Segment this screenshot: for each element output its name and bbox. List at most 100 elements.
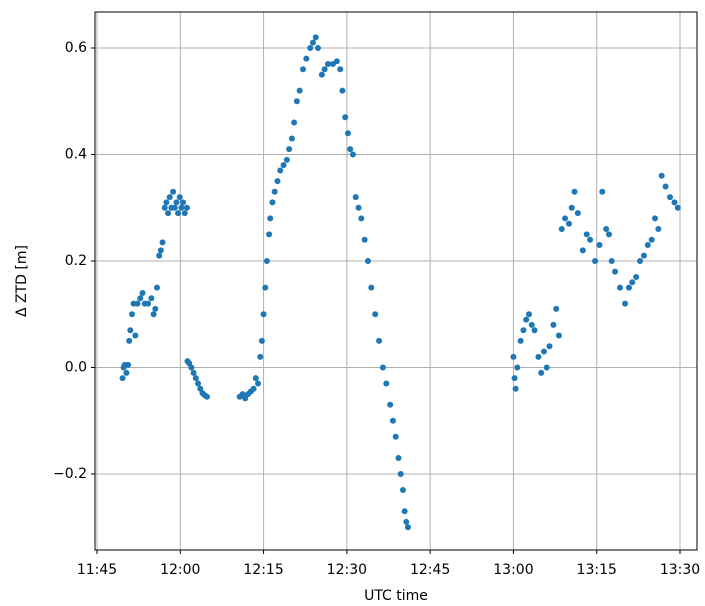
data-point <box>644 242 651 249</box>
data-point <box>671 199 678 206</box>
data-point <box>156 252 163 259</box>
data-point <box>401 508 408 515</box>
data-point <box>321 66 328 73</box>
data-point <box>159 239 166 246</box>
x-tick-label: 13:00 <box>493 562 533 578</box>
data-point <box>565 220 572 227</box>
data-point <box>403 518 410 525</box>
data-point <box>157 247 164 254</box>
data-point <box>364 258 371 265</box>
data-point <box>134 300 141 307</box>
data-point <box>274 178 281 185</box>
data-point <box>605 231 612 238</box>
data-point <box>296 87 303 94</box>
data-point <box>637 258 644 265</box>
data-point <box>558 226 565 233</box>
data-point <box>540 348 547 355</box>
y-tick-label: 0.6 <box>65 40 87 56</box>
data-point <box>571 188 578 195</box>
data-point <box>127 327 134 334</box>
data-point <box>250 385 257 392</box>
y-tick-label: 0.0 <box>65 360 87 376</box>
data-point <box>629 279 636 286</box>
data-point <box>161 204 168 211</box>
data-point <box>622 300 629 307</box>
data-point <box>562 215 569 222</box>
data-point <box>395 455 402 462</box>
data-point <box>372 311 379 318</box>
data-point <box>148 295 155 302</box>
data-point <box>404 524 411 531</box>
data-point <box>612 268 619 275</box>
x-tick-label: 12:15 <box>243 562 283 578</box>
data-point <box>139 289 146 296</box>
x-tick-label: 13:15 <box>577 562 617 578</box>
data-point <box>517 337 524 344</box>
data-point <box>555 332 562 339</box>
data-point <box>528 321 535 328</box>
data-point <box>543 364 550 371</box>
x-tick-label: 12:30 <box>327 562 367 578</box>
data-point <box>358 215 365 222</box>
data-point <box>520 327 527 334</box>
data-point <box>291 119 298 126</box>
x-axis-label: UTC time <box>364 588 428 604</box>
data-point <box>608 258 615 265</box>
data-point <box>617 284 624 291</box>
x-tick-label: 11:45 <box>77 562 117 578</box>
data-point <box>266 231 273 238</box>
data-point <box>269 199 276 206</box>
data-point <box>252 375 259 382</box>
data-point <box>258 337 265 344</box>
data-point <box>655 226 662 233</box>
data-point <box>344 130 351 137</box>
data-point <box>312 34 319 41</box>
data-point <box>203 393 210 400</box>
data-point <box>303 55 310 62</box>
y-tick-label: 0.2 <box>65 253 87 269</box>
data-point <box>525 311 532 318</box>
x-tick-label: 13:30 <box>660 562 700 578</box>
data-point <box>183 204 190 211</box>
data-point <box>399 486 406 493</box>
data-point <box>355 204 362 211</box>
data-point <box>368 284 375 291</box>
data-point <box>286 146 293 153</box>
data-point <box>339 87 346 94</box>
y-tick-label: 0.4 <box>65 147 87 163</box>
data-point <box>173 199 180 206</box>
data-point <box>171 204 178 211</box>
data-point <box>583 231 590 238</box>
data-point <box>318 71 325 78</box>
data-point <box>178 204 185 211</box>
data-point <box>242 395 249 402</box>
data-point <box>152 305 159 312</box>
data-point <box>132 332 139 339</box>
data-point <box>195 380 202 387</box>
data-point <box>531 327 538 334</box>
data-point <box>383 380 390 387</box>
data-point <box>568 204 575 211</box>
data-point <box>299 66 306 73</box>
data-point <box>125 361 132 368</box>
data-point <box>262 284 269 291</box>
data-point <box>190 369 197 376</box>
data-point <box>188 364 195 371</box>
data-point <box>309 39 316 46</box>
data-point <box>392 433 399 440</box>
y-axis-label: Δ ZTD [m] <box>14 245 30 317</box>
data-point <box>257 353 264 360</box>
data-point <box>128 311 135 318</box>
data-point <box>352 194 359 201</box>
x-tick-label: 12:45 <box>410 562 450 578</box>
data-point <box>181 210 188 217</box>
data-point <box>293 98 300 105</box>
data-point <box>387 401 394 408</box>
data-point <box>239 391 246 398</box>
data-point <box>514 364 521 371</box>
data-point <box>170 188 177 195</box>
data-point <box>333 58 340 65</box>
data-point <box>260 311 267 318</box>
data-point <box>546 343 553 350</box>
